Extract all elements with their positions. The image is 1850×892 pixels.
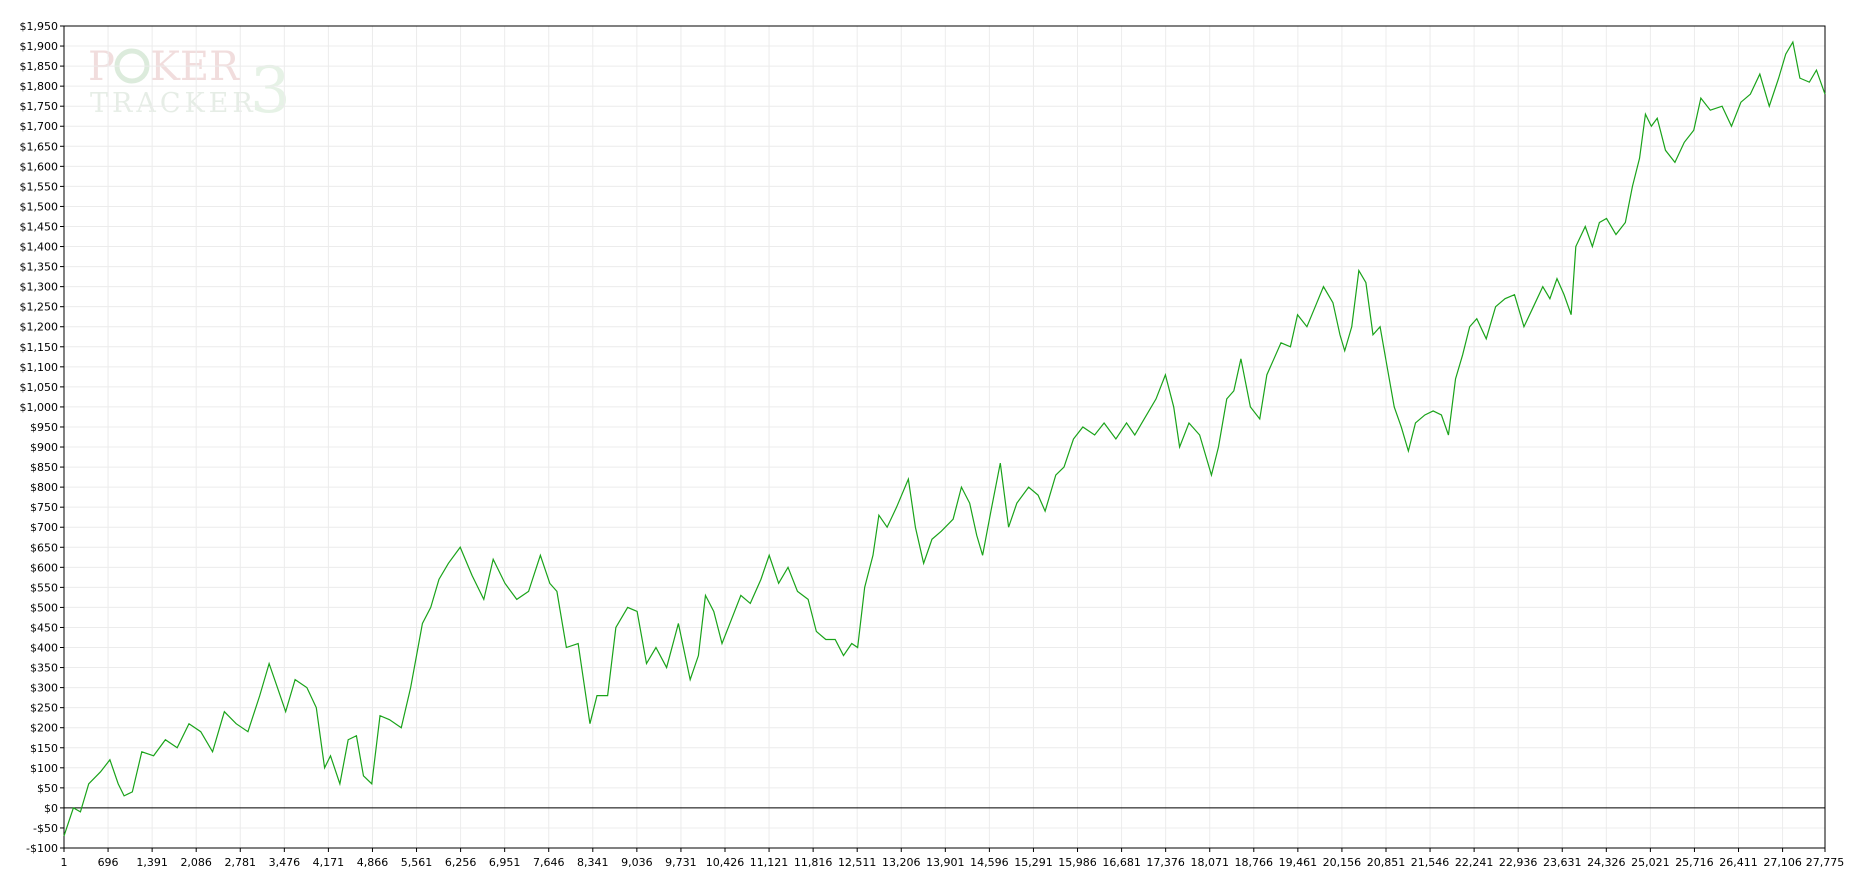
x-tick-label: 27,775 [1806, 856, 1845, 869]
y-tick-label: $950 [30, 421, 58, 434]
y-tick-label: $1,400 [20, 241, 59, 254]
y-tick-label: $1,500 [20, 200, 59, 213]
x-tick-label: 16,681 [1102, 856, 1141, 869]
x-tick-label: 20,851 [1367, 856, 1406, 869]
y-tick-label: -$50 [33, 822, 58, 835]
x-tick-label: 6,951 [489, 856, 521, 869]
x-tick-label: 11,816 [794, 856, 833, 869]
y-tick-label: $100 [30, 762, 58, 775]
x-tick-label: 19,461 [1279, 856, 1318, 869]
x-tick-label: 12,511 [838, 856, 877, 869]
x-tick-label: 4,171 [313, 856, 345, 869]
y-tick-label: $1,650 [20, 140, 59, 153]
y-tick-label: $1,700 [20, 120, 59, 133]
x-tick-label: 1 [61, 856, 68, 869]
y-tick-label: $1,950 [20, 20, 59, 33]
y-tick-label: $750 [30, 501, 58, 514]
y-tick-label: $1,800 [20, 80, 59, 93]
y-tick-label: $200 [30, 722, 58, 735]
y-tick-label: $350 [30, 662, 58, 675]
plot-frame [63, 25, 1826, 849]
y-tick-label: $1,000 [20, 401, 59, 414]
x-tick-label: 8,341 [577, 856, 609, 869]
x-tick-label: 15,986 [1058, 856, 1097, 869]
y-tick-label: $800 [30, 481, 58, 494]
x-tick-label: 25,716 [1675, 856, 1714, 869]
x-tick-label: 5,561 [401, 856, 433, 869]
x-tick-label: 9,036 [621, 856, 653, 869]
y-tick-label: $1,900 [20, 40, 59, 53]
x-tick-label: 7,646 [533, 856, 565, 869]
watermark-text: P [88, 44, 115, 90]
x-tick-label: 13,901 [926, 856, 965, 869]
x-tick-label: 22,936 [1499, 856, 1538, 869]
x-tick-label: 11,121 [750, 856, 789, 869]
x-tick-label: 4,866 [357, 856, 389, 869]
x-tick-label: 2,086 [180, 856, 212, 869]
y-tick-label: $600 [30, 561, 58, 574]
y-tick-label: $1,600 [20, 160, 59, 173]
y-tick-label: $150 [30, 742, 58, 755]
x-tick-label: 17,376 [1146, 856, 1185, 869]
x-tick-label: 13,206 [882, 856, 921, 869]
y-tick-label: $550 [30, 581, 58, 594]
x-tick-label: 25,021 [1631, 856, 1670, 869]
x-tick-label: 3,476 [269, 856, 301, 869]
y-tick-label: $1,200 [20, 321, 59, 334]
y-tick-label: $250 [30, 702, 58, 715]
y-tick-label: -$100 [26, 842, 58, 855]
x-tick-label: 10,426 [706, 856, 745, 869]
x-tick-label: 20,156 [1323, 856, 1362, 869]
y-tick-label: $450 [30, 621, 58, 634]
equity-line [63, 40, 1826, 837]
x-tick-label: 21,546 [1411, 856, 1450, 869]
x-tick-label: 696 [98, 856, 119, 869]
y-tick-label: $900 [30, 441, 58, 454]
x-tick-label: 2,781 [225, 856, 257, 869]
y-tick-label: $1,850 [20, 60, 59, 73]
y-tick-label: $1,450 [20, 220, 59, 233]
y-tick-label: $1,300 [20, 281, 59, 294]
y-tick-label: $1,550 [20, 180, 59, 193]
x-tick-label: 18,766 [1235, 856, 1274, 869]
x-tick-label: 9,731 [665, 856, 697, 869]
y-tick-label: $1,050 [20, 381, 59, 394]
y-tick-label: $1,100 [20, 361, 59, 374]
y-tick-label: $400 [30, 642, 58, 655]
x-tick-label: 22,241 [1455, 856, 1494, 869]
y-tick-label: $500 [30, 601, 58, 614]
x-tick-label: 23,631 [1543, 856, 1582, 869]
x-tick-label: 15,291 [1014, 856, 1053, 869]
x-tick-label: 26,411 [1719, 856, 1758, 869]
y-tick-label: $700 [30, 521, 58, 534]
y-tick-label: $300 [30, 682, 58, 695]
x-tick-label: 27,106 [1763, 856, 1802, 869]
x-tick-label: 1,391 [136, 856, 168, 869]
y-tick-label: $0 [44, 802, 58, 815]
watermark-text: KER [150, 44, 241, 90]
y-tick-label: $1,350 [20, 261, 59, 274]
x-tick-label: 18,071 [1190, 856, 1229, 869]
x-tick-label: 6,256 [445, 856, 477, 869]
y-tick-label: $850 [30, 461, 58, 474]
y-tick-label: $50 [37, 782, 58, 795]
y-tick-label: $650 [30, 541, 58, 554]
y-tick-label: $1,250 [20, 301, 59, 314]
x-tick-label: 14,596 [970, 856, 1009, 869]
watermark-text: TRACKER [90, 88, 257, 119]
y-tick-label: $1,750 [20, 100, 59, 113]
x-tick-label: 24,326 [1587, 856, 1626, 869]
y-tick-label: $1,150 [20, 341, 59, 354]
